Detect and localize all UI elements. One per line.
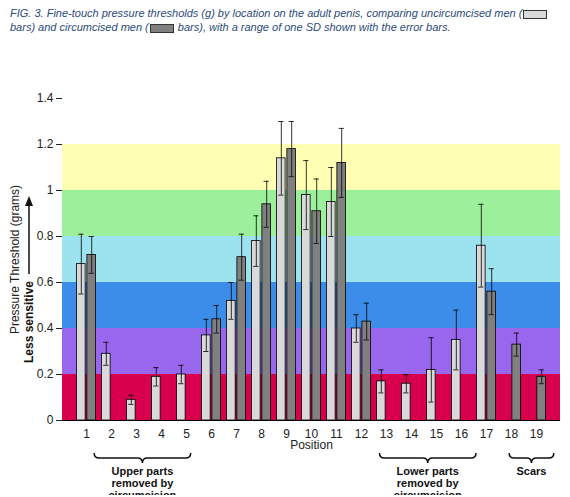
svg-text:0: 0	[47, 413, 54, 427]
svg-text:1: 1	[83, 427, 90, 441]
svg-text:7: 7	[233, 427, 240, 441]
svg-text:19: 19	[530, 427, 544, 441]
svg-text:circumcision: circumcision	[394, 489, 462, 495]
svg-text:Less sensitive: Less sensitive	[22, 281, 36, 363]
svg-text:1.2: 1.2	[37, 137, 54, 151]
svg-text:0.4: 0.4	[37, 321, 54, 335]
svg-text:1.4: 1.4	[37, 91, 54, 105]
svg-text:16: 16	[455, 427, 469, 441]
svg-text:3: 3	[133, 427, 140, 441]
svg-text:11: 11	[330, 427, 343, 441]
svg-text:circumcision: circumcision	[108, 489, 176, 495]
svg-text:8: 8	[258, 427, 265, 441]
svg-text:10: 10	[304, 427, 319, 441]
svg-text:0.6: 0.6	[37, 275, 54, 289]
svg-text:Upper parts: Upper parts	[112, 465, 174, 477]
svg-text:6: 6	[208, 427, 215, 441]
html-text:bars), with a range of one SD: bars), with a range of one SD shown with…	[174, 21, 451, 33]
svg-text:Scars: Scars	[516, 465, 546, 477]
svg-text:0.2: 0.2	[37, 367, 54, 381]
svg-text:0.8: 0.8	[37, 229, 54, 243]
svg-text:Pressure Threshold (grams): Pressure Threshold (grams)	[8, 185, 22, 334]
svg-text:9: 9	[283, 427, 290, 441]
html-text:FIG. 3. Fine-touch pressure th: FIG. 3. Fine-touch pressure thresholds (…	[10, 7, 523, 19]
svg-text:4: 4	[158, 427, 165, 441]
svg-text:removed by: removed by	[397, 477, 460, 489]
svg-text:18: 18	[505, 427, 519, 441]
html-text:bars) and circumcised men (: bars) and circumcised men (	[10, 21, 149, 33]
svg-text:1: 1	[47, 183, 54, 197]
svg-text:14: 14	[405, 427, 419, 441]
svg-text:Position: Position	[290, 438, 333, 452]
svg-text:Lower parts: Lower parts	[397, 465, 459, 477]
svg-text:removed by: removed by	[112, 477, 175, 489]
svg-text:17: 17	[480, 427, 494, 441]
svg-text:2: 2	[108, 427, 115, 441]
svg-text:5: 5	[183, 427, 190, 441]
svg-text:12: 12	[355, 427, 369, 441]
svg-text:13: 13	[380, 427, 394, 441]
svg-text:15: 15	[430, 427, 444, 441]
